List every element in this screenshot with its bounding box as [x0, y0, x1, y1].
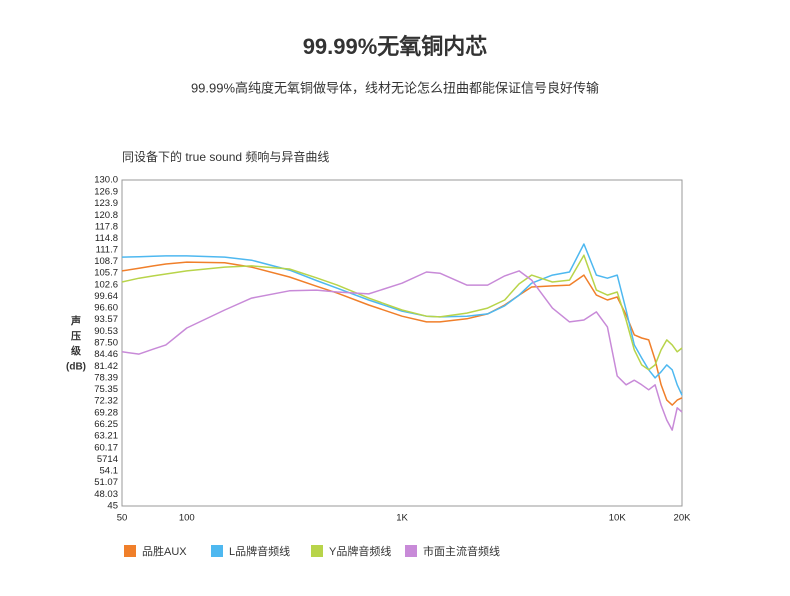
- y-tick-label: 5714: [97, 454, 118, 465]
- legend-label: 市面主流音频线: [423, 544, 500, 558]
- legend-swatch: [211, 545, 223, 557]
- series-line: [121, 254, 683, 371]
- series-line: [121, 243, 683, 396]
- y-tick-label: 45: [107, 501, 118, 512]
- y-tick-label: 111.7: [96, 245, 118, 256]
- legend-swatch: [311, 545, 323, 557]
- y-tick-label: 48.03: [94, 489, 118, 500]
- legend-swatch: [405, 545, 417, 557]
- x-tick-label: 100: [179, 513, 195, 524]
- y-tick-label: 117.8: [95, 221, 118, 232]
- legend-label: L品牌音频线: [229, 544, 290, 558]
- y-tick-label: 114.8: [95, 233, 118, 244]
- y-tick-label: 60.17: [94, 442, 118, 453]
- chart-title: 同设备下的 true sound 频响与异音曲线: [122, 149, 329, 164]
- legend-swatch: [124, 545, 136, 557]
- x-tick-label: 20K: [674, 513, 692, 524]
- y-tick-label: 93.57: [94, 314, 118, 325]
- y-tick-label: 96.60: [94, 303, 118, 314]
- x-tick-label: 10K: [609, 513, 627, 524]
- y-tick-label: 126.9: [94, 186, 118, 197]
- page-subtitle: 99.99%高纯度无氧铜做导体，线材无论怎么扭曲都能保证信号良好传输: [191, 80, 599, 95]
- y-tick-label: 66.25: [94, 419, 118, 430]
- y-tick-label: 105.7: [94, 268, 118, 279]
- series-line: [121, 270, 683, 431]
- page-title: 99.99%无氧铜内芯: [303, 34, 488, 59]
- y-tick-label: 108.7: [94, 256, 118, 267]
- y-tick-label: 78.39: [94, 372, 118, 383]
- y-tick-label: 72.32: [94, 396, 118, 407]
- y-axis-label: 声: [70, 315, 81, 328]
- x-tick-label: 1K: [396, 513, 408, 524]
- legend-label: Y品牌音频线: [329, 544, 391, 558]
- y-axis-label: 压: [71, 331, 81, 343]
- y-tick-label: 90.53: [94, 326, 118, 337]
- y-tick-label: 75.35: [94, 384, 118, 395]
- y-axis-label: 级: [70, 345, 82, 358]
- plot-frame: [121, 179, 683, 507]
- y-tick-label: 81.42: [94, 361, 118, 372]
- x-tick-label: 50: [117, 513, 128, 524]
- y-tick-label: 84.46: [94, 349, 118, 360]
- y-tick-label: 130.0: [94, 175, 118, 186]
- y-axis-label: (dB): [66, 362, 86, 373]
- y-tick-label: 120.8: [94, 210, 118, 221]
- y-tick-label: 87.50: [94, 338, 118, 349]
- y-tick-label: 123.9: [94, 198, 118, 209]
- y-tick-label: 54.1: [100, 466, 119, 477]
- y-tick-label: 102.6: [94, 280, 118, 291]
- y-tick-label: 51.07: [94, 477, 118, 488]
- y-tick-label: 63.21: [94, 431, 118, 442]
- legend-label: 品胜AUX: [142, 544, 187, 558]
- y-tick-label: 69.28: [94, 407, 118, 418]
- y-tick-label: 99.64: [94, 291, 118, 302]
